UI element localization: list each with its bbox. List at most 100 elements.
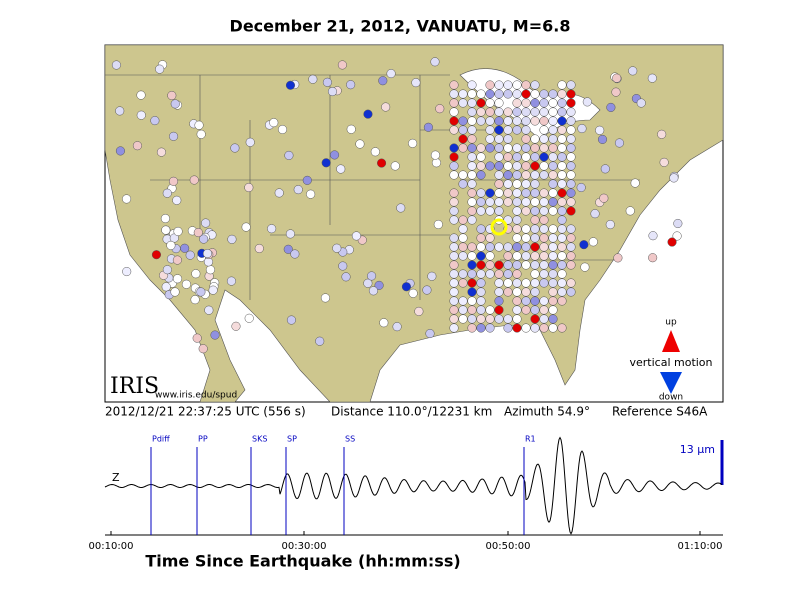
station [170, 99, 180, 109]
station [494, 116, 504, 126]
station [521, 251, 531, 261]
legend-down: down [659, 393, 683, 403]
station [539, 251, 549, 261]
station [150, 116, 160, 126]
station [539, 305, 549, 315]
station [521, 206, 531, 216]
station [162, 188, 172, 198]
station [231, 321, 241, 331]
station [204, 305, 214, 315]
station [530, 242, 540, 252]
station [170, 287, 180, 297]
station [494, 89, 504, 99]
info-reference: Reference S46A [612, 405, 708, 419]
station [512, 287, 522, 297]
station [449, 296, 459, 306]
station [321, 158, 331, 168]
station [503, 107, 513, 117]
station [485, 251, 495, 261]
station [336, 164, 346, 174]
seismogram: Z 13 µm Time Since Earthquake (hh:mm:ss)… [89, 435, 724, 571]
station [530, 296, 540, 306]
station [476, 242, 486, 252]
station [503, 179, 513, 189]
station [449, 80, 459, 90]
station [467, 296, 477, 306]
station [530, 233, 540, 243]
station [377, 158, 387, 168]
station [566, 260, 576, 270]
station [411, 78, 421, 88]
station [198, 344, 208, 354]
station [503, 197, 513, 207]
station [539, 215, 549, 225]
station [244, 182, 254, 193]
station [467, 89, 477, 99]
station [672, 231, 682, 241]
station [557, 260, 567, 270]
station [449, 188, 459, 198]
station [332, 243, 342, 253]
station [485, 89, 495, 99]
station [557, 152, 567, 162]
station [449, 143, 459, 153]
station [566, 233, 576, 243]
station [548, 116, 558, 126]
station [566, 161, 576, 171]
station [320, 293, 330, 303]
station [327, 87, 338, 97]
station [566, 143, 576, 153]
station [338, 261, 348, 271]
phase-label: SP [287, 435, 297, 444]
phase-label: SS [345, 435, 355, 444]
station [368, 286, 378, 296]
station [521, 116, 531, 126]
station [467, 107, 477, 117]
station [557, 161, 567, 171]
station [408, 288, 418, 298]
station [548, 188, 558, 198]
station [227, 234, 237, 244]
station [185, 250, 195, 260]
station [202, 248, 213, 259]
station [355, 139, 365, 149]
station [539, 224, 549, 234]
station [476, 296, 486, 306]
station [521, 98, 531, 108]
station [449, 215, 459, 225]
station [548, 260, 558, 270]
station [605, 220, 615, 230]
station [363, 278, 373, 288]
station [467, 152, 477, 162]
info-time: 2012/12/21 22:37:25 UTC (556 s) [105, 405, 306, 419]
station [512, 278, 522, 288]
station [512, 89, 522, 99]
station [230, 143, 240, 153]
station [566, 134, 576, 144]
station [512, 170, 522, 180]
station [548, 323, 558, 333]
station [494, 260, 504, 270]
station [521, 107, 531, 117]
station [530, 323, 540, 333]
station [346, 124, 356, 134]
station [476, 89, 486, 99]
station [557, 188, 567, 198]
station [521, 224, 531, 234]
station [166, 240, 176, 250]
station [539, 116, 549, 126]
station [521, 242, 531, 252]
station [485, 269, 495, 279]
station [566, 80, 576, 90]
station [557, 107, 567, 117]
station [539, 233, 549, 243]
station [449, 197, 459, 207]
station [191, 269, 201, 279]
station [274, 188, 284, 198]
station [548, 170, 558, 180]
station [467, 161, 477, 171]
station [431, 158, 441, 168]
station [579, 240, 589, 250]
station [208, 285, 218, 295]
station [512, 242, 522, 252]
